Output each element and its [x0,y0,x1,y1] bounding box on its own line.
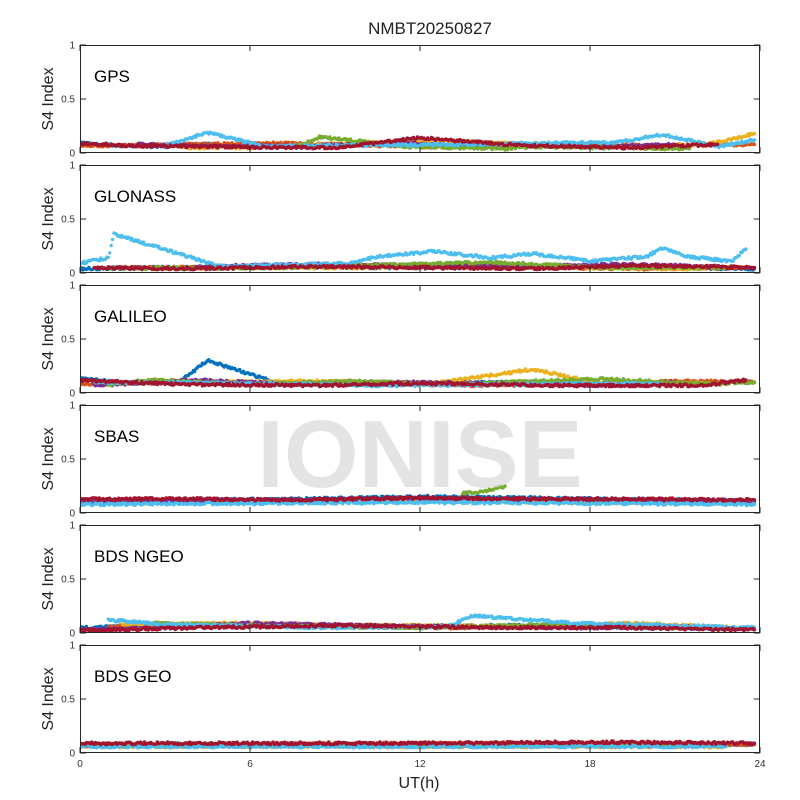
data-point [708,141,712,146]
series-gps-7 [80,135,720,151]
figure-title: NMBT20250827 [368,19,492,38]
data-point [431,144,435,148]
plot-area-glonass [80,231,757,272]
data-point [687,146,691,151]
data-point [752,138,757,142]
data-point [690,138,694,142]
data-point [406,140,411,145]
panel-gps: 0 0.5 1 GPS S4 Index [40,41,761,160]
data-point [715,142,720,147]
data-point [752,131,757,136]
plot-area-gps [80,130,757,152]
y-axis-label-gps: S4 Index [40,67,57,130]
y-tick-label: 0.5 [61,95,75,106]
data-point [194,135,198,139]
y-tick-label: 0 [69,149,75,160]
data-point [752,142,757,147]
panel-label-gps: GPS [94,67,130,86]
y-tick-label: 1 [69,41,75,52]
